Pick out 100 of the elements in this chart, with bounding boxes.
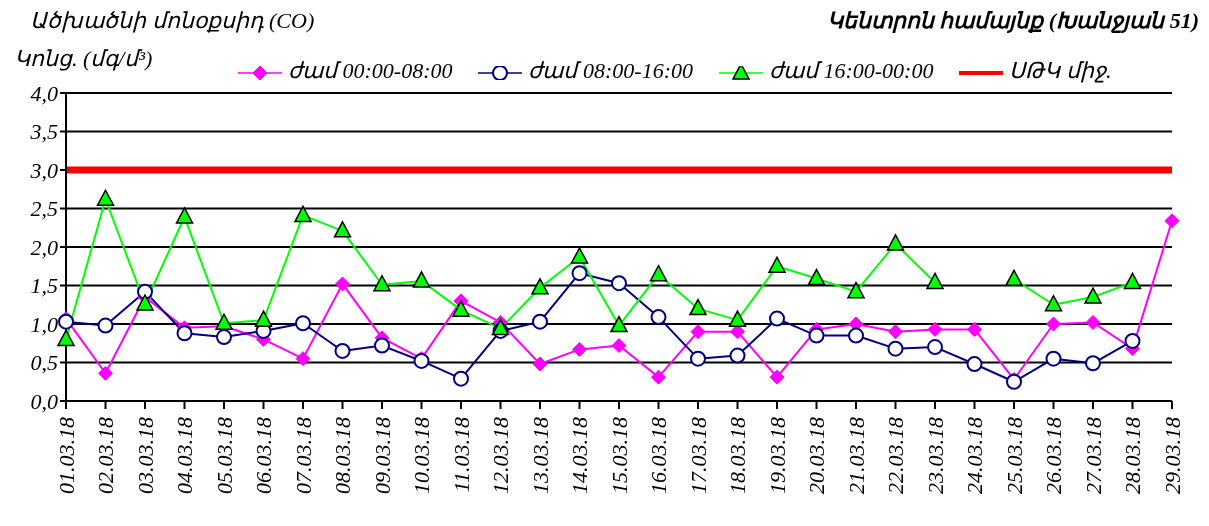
x-tick-label: 22.03.18 — [883, 417, 908, 494]
x-tick-label: 26.03.18 — [1041, 417, 1066, 494]
point — [98, 365, 113, 381]
point — [610, 315, 628, 333]
point — [848, 327, 864, 344]
point — [294, 205, 312, 223]
y-tick-label: 3,0 — [29, 157, 58, 183]
point — [1123, 272, 1142, 290]
point — [768, 256, 786, 273]
y-tick-label: 0,5 — [30, 350, 58, 376]
x-tick-label: 02.03.18 — [93, 417, 118, 494]
point — [373, 274, 391, 292]
point — [808, 327, 825, 344]
y-tick-label: 0,0 — [30, 388, 58, 414]
legend-label: ժամ 08:00-16:00 — [527, 58, 693, 84]
point — [176, 325, 193, 342]
point — [333, 221, 352, 238]
point — [1124, 332, 1141, 349]
point — [1084, 287, 1102, 304]
x-tick-label: 28.03.18 — [1120, 417, 1145, 494]
point — [1164, 213, 1180, 229]
x-tick-label: 20.03.18 — [804, 417, 829, 494]
point — [649, 264, 668, 282]
point — [1085, 314, 1101, 330]
point — [295, 315, 311, 332]
x-tick-label: 29.03.18 — [1159, 417, 1185, 494]
y-tick-label: 1,0 — [30, 311, 58, 337]
point — [967, 321, 982, 337]
point — [532, 313, 548, 330]
x-tick-label: 11.03.18 — [448, 417, 474, 493]
x-tick-label: 04.03.18 — [172, 417, 197, 494]
x-tick-label: 01.03.18 — [53, 417, 79, 494]
y-axis-title: Կոնց. (մգ/մ³) — [14, 46, 153, 72]
x-tick-label: 07.03.18 — [290, 417, 316, 494]
x-tick-label: 12.03.18 — [488, 417, 513, 494]
point — [96, 189, 115, 207]
point — [570, 247, 589, 264]
point — [927, 339, 943, 356]
point — [769, 369, 785, 385]
x-tick-label: 03.03.18 — [132, 417, 158, 494]
y-tick-label: 2,0 — [30, 234, 58, 260]
point — [1085, 355, 1101, 372]
x-tick-label: 14.03.18 — [567, 417, 592, 494]
point — [295, 351, 311, 367]
x-tick-label: 16.03.18 — [646, 417, 671, 494]
point — [690, 350, 706, 367]
y-tick-label: 3,5 — [29, 119, 58, 145]
point — [888, 324, 903, 340]
point — [611, 275, 627, 292]
point — [728, 310, 747, 327]
point — [651, 369, 666, 385]
x-tick-label: 13.03.18 — [527, 417, 553, 494]
x-tick-label: 05.03.18 — [211, 417, 237, 494]
point — [572, 341, 587, 357]
point — [1044, 295, 1063, 312]
x-tick-label: 08.03.18 — [330, 417, 355, 494]
chart-subtitle: Ածխածնի մոնօքսիդ (CO) — [30, 8, 315, 34]
x-tick-label: 25.03.18 — [1001, 417, 1027, 494]
point — [335, 276, 350, 292]
point — [927, 321, 943, 337]
x-tick-label: 18.03.18 — [725, 417, 750, 494]
point — [926, 272, 944, 290]
point — [847, 281, 865, 299]
x-tick-label: 09.03.18 — [369, 417, 395, 494]
point — [97, 317, 114, 334]
x-tick-label: 10.03.18 — [409, 417, 434, 494]
point — [216, 329, 232, 346]
point — [571, 265, 588, 282]
point — [136, 294, 154, 311]
y-tick-label: 2,5 — [30, 196, 58, 222]
y-tick-label: 1,5 — [30, 273, 58, 299]
point — [729, 347, 746, 364]
x-tick-label: 24.03.18 — [962, 417, 987, 494]
x-tick-label: 21.03.18 — [843, 417, 869, 494]
point — [650, 309, 667, 326]
point — [452, 300, 470, 317]
point — [57, 329, 75, 347]
point — [1045, 350, 1062, 367]
point — [690, 324, 706, 340]
point — [491, 318, 510, 336]
point — [966, 356, 983, 373]
point — [334, 342, 351, 359]
point — [175, 207, 194, 224]
legend-label: ժամ 00:00-08:00 — [287, 58, 453, 84]
point — [532, 356, 548, 372]
x-tick-label: 23.03.18 — [922, 417, 948, 494]
point — [374, 337, 390, 354]
point — [453, 370, 469, 387]
point — [412, 271, 431, 288]
chart-title: Կենտրոն համայնք (Խանջյան 51) — [826, 8, 1199, 34]
point — [886, 234, 905, 251]
y-tick-label: 4,0 — [30, 80, 58, 106]
point — [611, 338, 627, 354]
x-tick-label: 27.03.18 — [1080, 417, 1106, 494]
x-tick-label: 06.03.18 — [251, 417, 276, 494]
x-tick-label: 15.03.18 — [606, 417, 632, 494]
point — [807, 268, 826, 286]
point — [1046, 316, 1061, 332]
point — [1005, 269, 1023, 287]
point — [689, 298, 707, 316]
